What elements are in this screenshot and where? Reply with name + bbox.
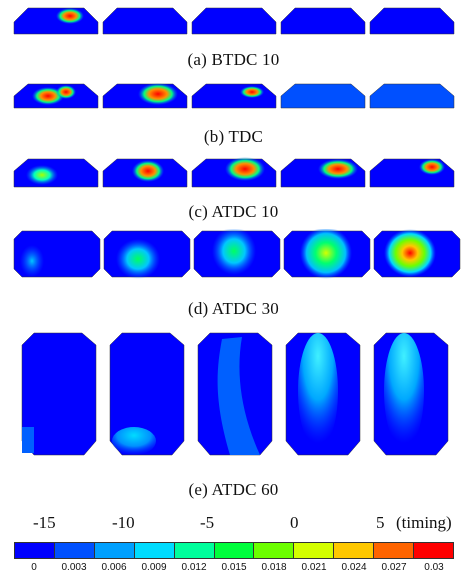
row-a-contours [13,7,455,35]
contour-panel-d-5 [373,229,461,278]
timing-unit: (timing) [396,513,452,532]
caption-a: (a) BTDC 10 [187,50,280,69]
contour-panel-e-4 [285,332,361,456]
contour-panel-b-4 [280,83,366,109]
contour-panel-a-4 [280,7,366,35]
legend-swatch [374,543,415,558]
legend-swatch [214,543,255,558]
legend-tick-label: 0.009 [141,562,167,573]
contour-panel-c-2 [102,158,188,188]
contour-panel-c-3 [191,157,277,188]
row-c-contours [13,157,455,188]
contour-panel-c-5 [369,158,455,188]
row-d-contours [13,229,461,279]
contour-panel-a-2 [102,7,188,35]
timing-label-1: -15 [33,513,56,532]
legend-swatch [414,543,453,558]
contour-panel-a-5 [369,7,455,35]
contour-panel-b-5 [369,83,455,109]
legend-tick-label: 0.03 [424,562,444,573]
legend-swatch [54,543,95,558]
caption-b: (b) TDC [203,127,264,146]
legend-swatch [134,543,175,558]
legend-swatch [294,543,335,558]
contour-panel-d-4 [283,229,371,279]
caption-c: (c) ATDC 10 [188,202,279,221]
caption-e: (e) ATDC 60 [188,480,279,499]
contour-panel-e-5 [373,332,449,456]
contour-panel-b-2 [102,83,188,109]
legend-tick-label: 0.024 [341,562,367,573]
legend-swatch [334,543,375,558]
legend-tick-label: 0.006 [101,562,127,573]
caption-d: (d) ATDC 30 [188,299,279,318]
legend-swatch [15,543,55,558]
contour-panel-d-1 [13,230,101,278]
row-e-contours [21,332,449,456]
contour-panel-c-4 [280,158,366,188]
legend-tick-label: 0.018 [261,562,287,573]
contour-panel-a-3 [191,7,277,35]
legend-tick-label: 0 [31,562,37,573]
contour-panel-b-1 [13,83,99,109]
contour-panel-d-2 [103,230,191,279]
contour-panel-d-3 [193,229,281,278]
contour-panel-a-1 [13,7,99,35]
timing-label-5: 5 [376,513,385,532]
row-b-contours [13,83,455,109]
legend-swatch [174,543,215,558]
contour-panel-e-2 [109,332,185,456]
timing-label-4: 0 [290,513,299,532]
timing-label-2: -10 [112,513,135,532]
contour-panel-e-1 [21,332,97,456]
timing-label-3: -5 [200,513,215,532]
legend-tick-label: 0.003 [61,562,87,573]
legend-tick-label: 0.012 [181,562,207,573]
color-legend-bar [14,542,454,559]
legend-swatch [94,543,135,558]
contour-panel-c-1 [13,158,99,188]
legend-tick-label: 0.021 [301,562,327,573]
contour-panel-e-3 [197,332,273,456]
legend-swatch [254,543,295,558]
legend-tick-label: 0.015 [221,562,247,573]
legend-tick-label: 0.027 [381,562,407,573]
contour-panel-b-3 [191,83,277,109]
